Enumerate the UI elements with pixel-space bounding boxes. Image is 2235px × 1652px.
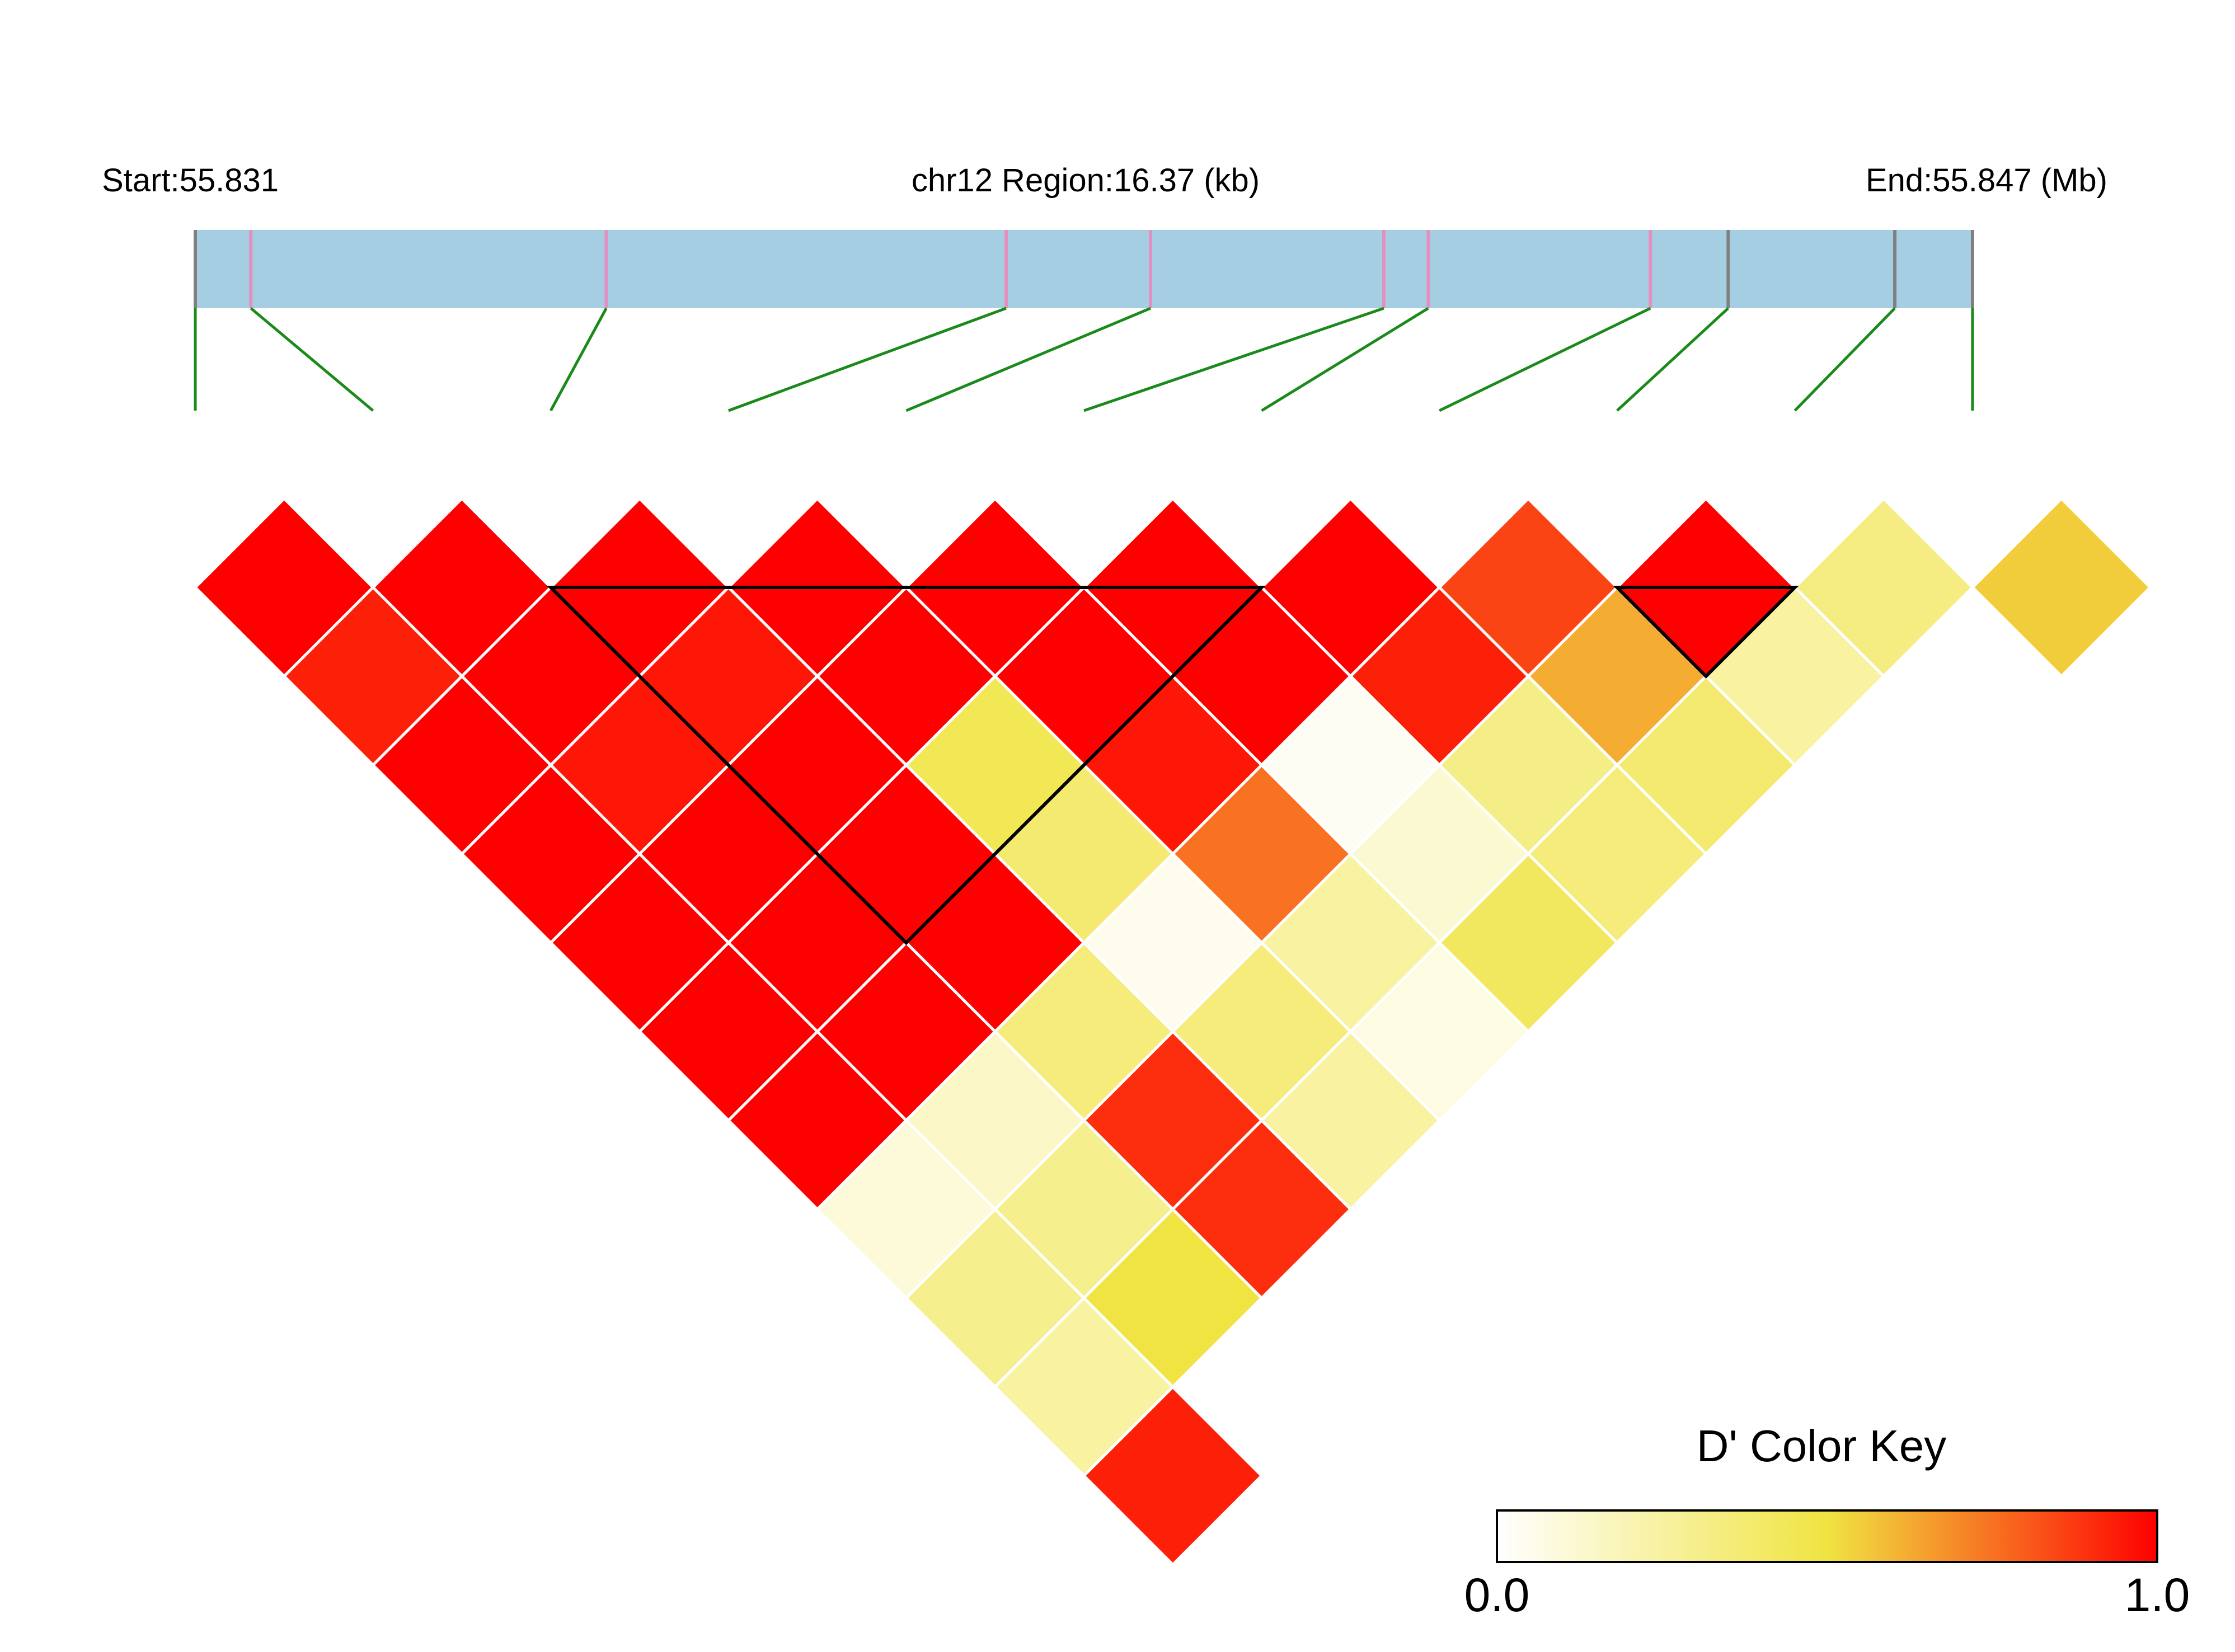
end-label: End:55.847 (Mb) [1866, 162, 2107, 199]
snp-connector-line [250, 307, 374, 412]
snp-connector-line [1083, 307, 1384, 412]
region-label: chr12 Region:16.37 (kb) [912, 162, 1260, 199]
ld-cell [1082, 1385, 1264, 1567]
snp-connector-line [1261, 307, 1429, 412]
snp-connector-line [727, 307, 1007, 412]
snp-connector-lines [194, 307, 1974, 412]
snp-connector-line [905, 307, 1152, 412]
snp-connector-line [1616, 307, 1729, 412]
ld-cells [193, 496, 2153, 1567]
color-key-title: D' Color Key [1697, 1421, 1947, 1471]
snp-connector-line [1439, 307, 1651, 412]
color-key-max-label: 1.0 [2125, 1569, 2190, 1621]
color-key-gradient-bar [1496, 1509, 2158, 1563]
snp-markers [194, 230, 1974, 308]
start-label: Start:55.831 [102, 162, 279, 199]
snp-connector-line [1793, 307, 1896, 412]
color-key: D' Color Key 0.0 1.0 [1464, 1421, 2190, 1621]
color-key-min-label: 0.0 [1464, 1569, 1530, 1621]
snp-connector-line [550, 307, 608, 412]
ld-cell [1970, 496, 2153, 679]
ld-block-outline [546, 586, 1266, 945]
chromosome-region-track [195, 230, 1973, 308]
ld-block-outline [1613, 586, 1799, 679]
ld-block-outlines [546, 586, 1799, 945]
